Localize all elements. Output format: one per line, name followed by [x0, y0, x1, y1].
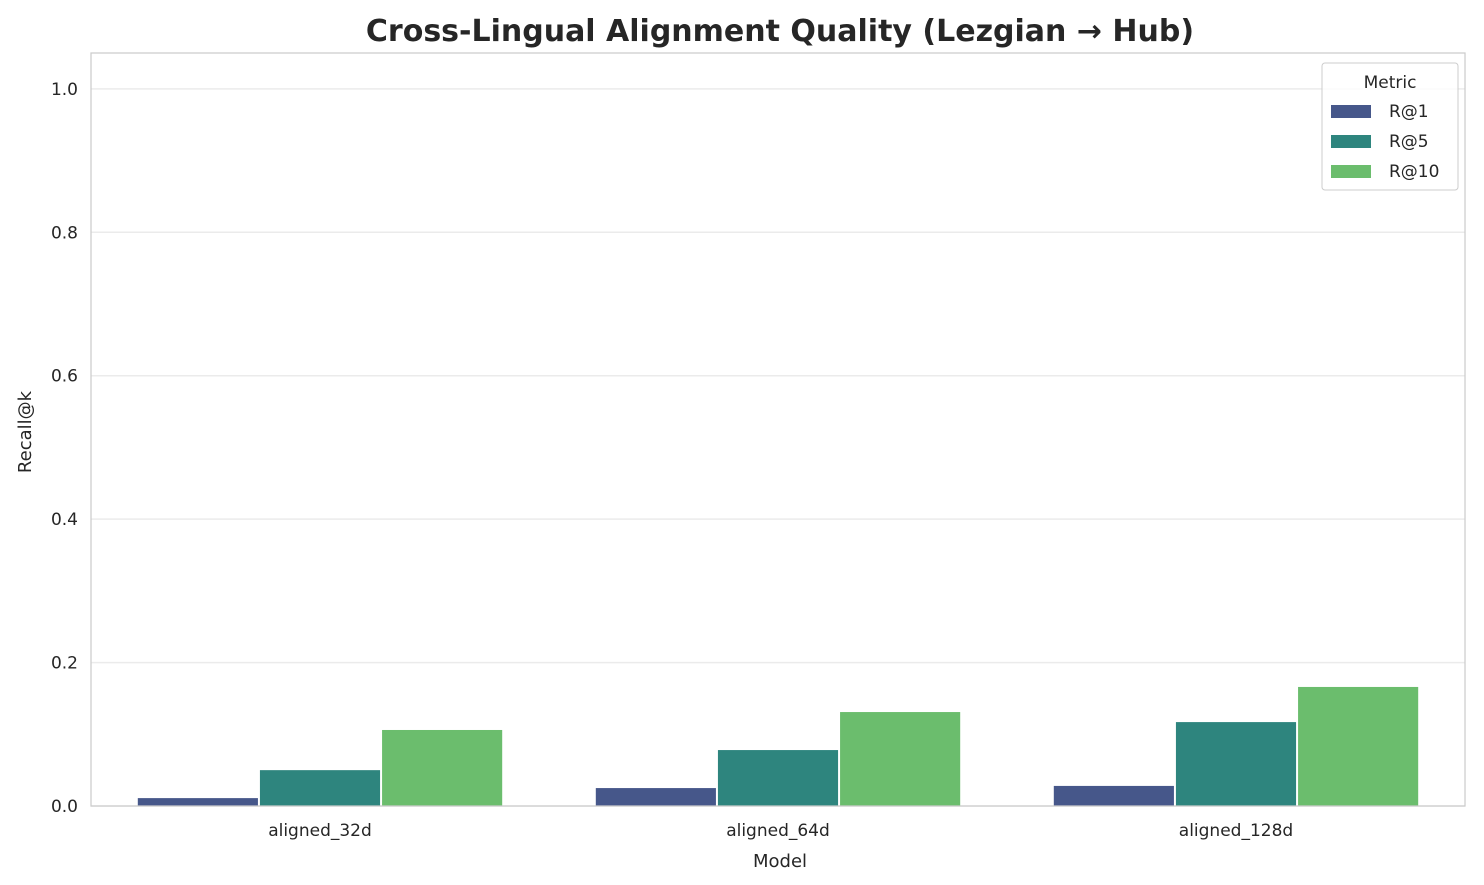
bar-aligned_32d-R@10	[382, 729, 503, 806]
bar-aligned_64d-R@10	[840, 712, 961, 806]
bar-aligned_128d-R@1	[1053, 785, 1174, 806]
y-tick-labels: 0.0 0.2 0.4 0.6 0.8 1.0	[51, 80, 78, 817]
bar-aligned_64d-R@1	[595, 788, 716, 806]
legend-swatch-R@1	[1331, 105, 1371, 118]
x-tick-labels: aligned_32d aligned_64d aligned_128d	[268, 821, 1293, 841]
y-tick-label: 0.6	[51, 367, 78, 387]
bar-aligned_128d-R@5	[1175, 722, 1297, 806]
gridlines	[91, 88, 1465, 807]
bar-aligned_32d-R@5	[259, 770, 381, 806]
bar-aligned_128d-R@10	[1298, 686, 1419, 806]
x-tick-label: aligned_128d	[1179, 821, 1293, 841]
x-tick-label: aligned_64d	[726, 821, 830, 841]
bar-aligned_32d-R@1	[137, 798, 258, 806]
y-axis-label: Recall@k	[15, 390, 36, 473]
x-tick-label: aligned_32d	[268, 821, 372, 841]
legend-label: R@1	[1389, 102, 1429, 122]
legend-box	[1321, 62, 1459, 191]
chart-title: Cross-Lingual Alignment Quality (Lezgian…	[366, 14, 1194, 49]
legend-label: R@5	[1389, 132, 1429, 152]
bar-aligned_64d-R@5	[717, 750, 839, 806]
legend-swatch-R@5	[1331, 135, 1371, 148]
x-axis-label: Model	[753, 851, 807, 872]
y-tick-label: 0.4	[51, 510, 78, 530]
bars	[137, 686, 1419, 806]
legend-title: Metric	[1364, 73, 1417, 93]
legend-label: R@10	[1389, 162, 1439, 182]
legend: Metric R@1 R@5 R@10	[1321, 62, 1459, 191]
y-tick-label: 1.0	[51, 80, 78, 100]
y-tick-label: 0.2	[51, 654, 78, 674]
y-tick-label: 0.8	[51, 223, 78, 243]
legend-swatch-R@10	[1331, 165, 1371, 178]
y-tick-label: 0.0	[51, 797, 78, 817]
plot-frame	[90, 52, 1466, 807]
